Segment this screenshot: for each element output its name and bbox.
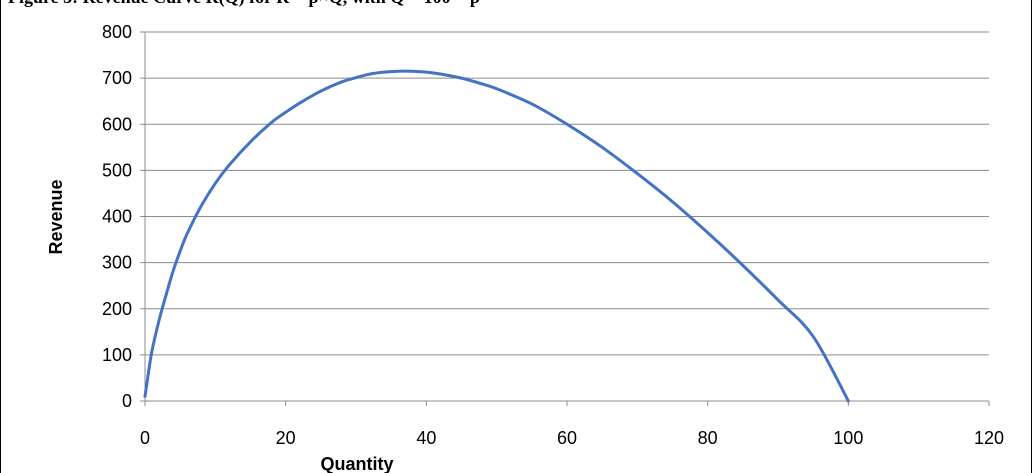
x-tick-label: 100 bbox=[833, 428, 863, 448]
grid-lines bbox=[145, 31, 989, 356]
y-tick-label: 500 bbox=[102, 160, 132, 180]
y-axis-label: Revenue bbox=[46, 179, 66, 254]
y-tick-label: 0 bbox=[122, 391, 132, 411]
x-tick-label: 120 bbox=[974, 428, 1004, 448]
caption-strip: Figure 3: Revenue Curve R(Q) for R = p×Q… bbox=[0, 0, 1032, 8]
x-tick-label: 60 bbox=[557, 428, 577, 448]
figure-caption: Figure 3: Revenue Curve R(Q) for R = p×Q… bbox=[8, 0, 480, 8]
axes bbox=[140, 31, 990, 406]
y-tick-labels: 0 100 200 300 400 500 600 700 800 bbox=[102, 22, 132, 411]
x-tick-label: 80 bbox=[698, 428, 718, 448]
y-tick-label: 800 bbox=[102, 22, 132, 42]
y-tick-label: 700 bbox=[102, 68, 132, 88]
x-tick-labels: 0 20 40 60 80 100 120 bbox=[140, 428, 1004, 448]
x-tick-label: 20 bbox=[276, 428, 296, 448]
y-tick-label: 600 bbox=[102, 114, 132, 134]
y-tick-label: 200 bbox=[102, 299, 132, 319]
series-group bbox=[143, 69, 850, 403]
x-tick-label: 40 bbox=[416, 428, 436, 448]
y-tick-label: 400 bbox=[102, 207, 132, 227]
x-tick-label: 0 bbox=[140, 428, 150, 448]
y-tick-label: 100 bbox=[102, 345, 132, 365]
y-tick-label: 300 bbox=[102, 253, 132, 273]
revenue-series-line bbox=[143, 69, 850, 403]
x-axis-label: Quantity bbox=[320, 454, 393, 473]
